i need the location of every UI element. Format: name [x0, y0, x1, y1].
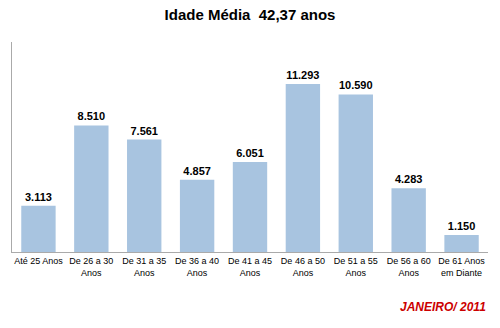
svg-text:4.283: 4.283	[395, 173, 423, 185]
svg-text:11.293: 11.293	[286, 69, 319, 81]
svg-text:8.510: 8.510	[78, 110, 106, 122]
svg-text:7.561: 7.561	[130, 125, 158, 137]
svg-text:1.150: 1.150	[448, 220, 476, 232]
svg-text:4.857: 4.857	[183, 165, 211, 177]
svg-text:De 26 a 30Anos: De 26 a 30Anos	[69, 256, 113, 278]
svg-text:6.051: 6.051	[236, 147, 264, 159]
svg-text:Idade Média 42,37 anos: Idade Média 42,37 anos	[165, 6, 336, 23]
svg-text:3.113: 3.113	[25, 191, 52, 203]
svg-text:JANEIRO/ 2011: JANEIRO/ 2011	[400, 300, 486, 314]
svg-text:De 36 a 40Anos: De 36 a 40Anos	[175, 256, 219, 278]
svg-text:De 41 a 45Anos: De 41 a 45Anos	[228, 256, 272, 278]
svg-text:De 46 a 50Anos: De 46 a 50Anos	[281, 256, 325, 278]
svg-text:De 61 Anosem Diante: De 61 Anosem Diante	[438, 256, 485, 278]
svg-text:De 56 a 60Anos: De 56 a 60Anos	[387, 256, 431, 278]
svg-text:10.590: 10.590	[339, 79, 373, 91]
svg-text:De 31 a 35Anos: De 31 a 35Anos	[122, 256, 166, 278]
svg-text:Até 25 Anos: Até 25 Anos	[14, 256, 63, 266]
svg-text:De 51 a 55Anos: De 51 a 55Anos	[334, 256, 378, 278]
